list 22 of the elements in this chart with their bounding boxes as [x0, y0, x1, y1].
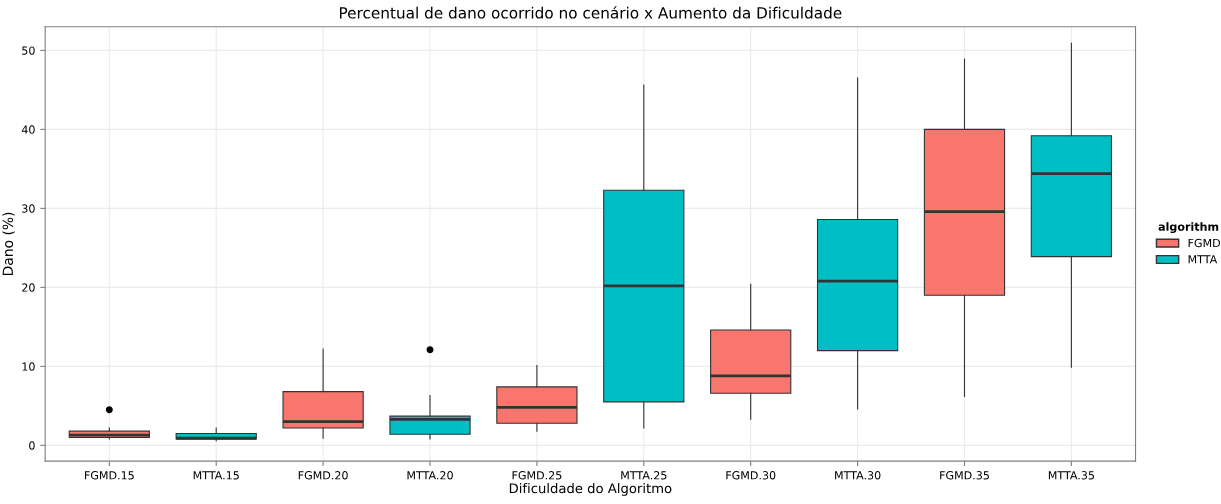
x-tick-label: FGMD.25	[512, 471, 562, 480]
x-tick-label: FGMD.30	[726, 471, 776, 480]
y-tick-label: 0	[29, 441, 35, 450]
x-tick-label: FGMD.20	[298, 471, 348, 480]
y-tick-label: 30	[22, 204, 35, 213]
y-axis-title: Dano (%)	[2, 212, 15, 276]
x-tick-label: FGMD.15	[85, 471, 134, 480]
legend-label: MTTA	[1188, 255, 1218, 264]
x-tick-label: MTTA.25	[621, 471, 667, 480]
y-tick-label: 20	[22, 283, 35, 292]
x-axis-title: Dificuldade do Algoritmo	[509, 483, 672, 496]
y-tick-label: 40	[21, 125, 35, 134]
legend-title: algorithm	[1158, 222, 1219, 234]
x-tick-label: MTTA.30	[835, 471, 881, 480]
x-tick-label: MTTA.20	[407, 471, 453, 480]
x-tick-label: MTTA.35	[1048, 471, 1095, 480]
chart-title: Percentual de dano ocorrido no cenário x Aumento da Dificuldade	[339, 6, 842, 19]
legend-label: FGMD	[1188, 238, 1221, 248]
y-tick-label: 50	[22, 46, 35, 55]
x-tick-label: FGMD.35	[940, 471, 989, 480]
y-tick-label: 10	[22, 362, 35, 371]
x-tick-label: MTTA.15	[193, 471, 239, 480]
